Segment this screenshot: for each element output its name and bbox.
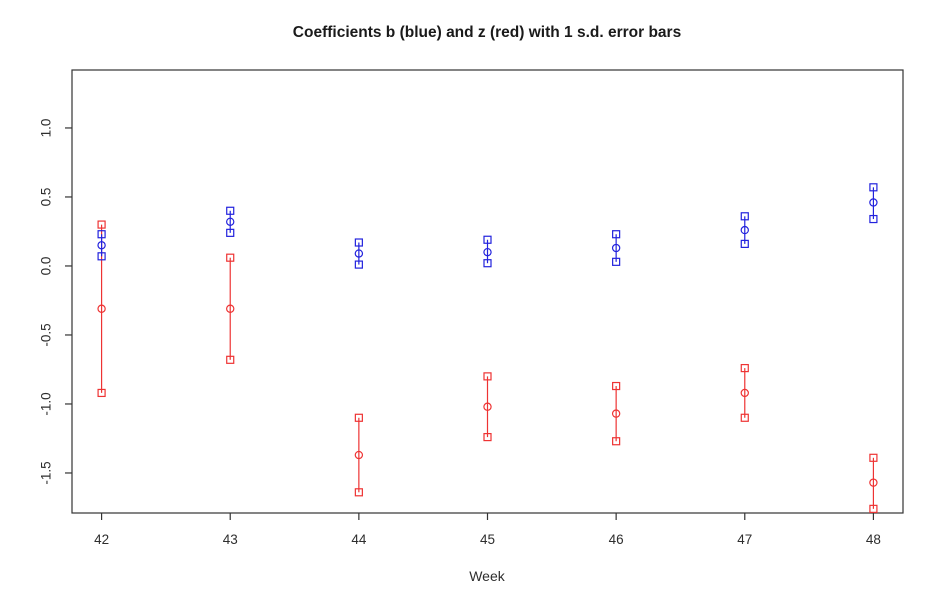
b-week-43-errorbar [226,206,235,237]
lower-sd-marker [354,488,363,497]
lower-sd-marker [612,257,621,266]
lower-sd-marker [354,260,363,269]
mean-marker [483,247,492,257]
upper-sd-marker [740,212,749,221]
y-axis-tick-label: 1.0 [39,119,54,138]
plot-border [71,69,904,514]
upper-sd-marker [97,230,106,239]
b-week-48-errorbar [869,183,878,224]
z-week-46-errorbar [611,381,621,446]
mean-marker [483,402,492,411]
upper-sd-marker [483,235,492,244]
y-axis-tick-label: -1.0 [39,392,54,415]
x-axis-tick-label: 47 [737,532,752,547]
b-week-47-errorbar [740,212,749,248]
mean-marker [740,388,749,398]
y-axis-tick-label: -1.5 [39,461,54,484]
x-axis-tick-label: 48 [866,532,881,547]
mean-marker [354,249,364,258]
chart-title: Coefficients b (blue) and z (red) with 1… [293,24,681,41]
x-axis-tick-label: 42 [94,532,109,547]
mean-marker [869,198,878,207]
mean-marker [226,304,235,313]
mean-marker [869,478,878,487]
upper-sd-marker [226,206,235,215]
upper-sd-marker [354,238,363,247]
lower-sd-marker [483,432,492,442]
z-week-47-errorbar [740,363,749,422]
upper-sd-marker [97,220,106,229]
x-axis-tick-label: 43 [223,532,238,547]
b-week-42-errorbar [97,230,106,261]
mean-marker [226,217,235,227]
lower-sd-marker [483,259,492,268]
mean-marker [611,243,621,253]
upper-sd-marker [740,363,749,373]
mean-marker [611,409,621,418]
upper-sd-marker [612,230,621,239]
lower-sd-marker [740,413,749,422]
b-week-46-errorbar [611,230,621,266]
x-axis-tick-label: 45 [480,532,495,547]
lower-sd-marker [612,437,621,446]
mean-marker [740,225,749,235]
lower-sd-marker [226,228,235,237]
z-week-43-errorbar [226,253,235,364]
z-week-45-errorbar [483,372,492,442]
z-week-48-errorbar [869,453,878,513]
upper-sd-marker [612,381,621,391]
upper-sd-marker [483,372,492,381]
lower-sd-marker [869,214,878,224]
lower-sd-marker [97,252,106,261]
upper-sd-marker [869,453,878,462]
x-axis-tick-label: 44 [351,532,367,547]
upper-sd-marker [226,253,235,262]
b-week-45-errorbar [483,235,492,268]
mean-marker [97,304,106,313]
y-axis-tick-label: -0.5 [39,323,54,346]
y-axis-tick-label: 0.5 [39,188,54,207]
axes: 1.0 0.5 0.0 -0.5 -1.0 -1.5 42 43 44 45 46 47 48 [39,119,881,547]
lower-sd-marker [869,504,878,513]
b-week-44-errorbar [354,238,364,269]
lower-sd-marker [226,355,235,364]
z-week-44-errorbar [354,413,364,497]
x-axis-title: Week [469,568,506,584]
mean-marker [97,241,106,250]
x-axis-tick-label: 46 [609,532,624,547]
upper-sd-marker [869,183,878,192]
series-layer [97,183,878,513]
y-axis-tick-label: 0.0 [39,257,54,276]
lower-sd-marker [740,239,749,248]
mean-marker [354,450,364,460]
lower-sd-marker [97,388,106,398]
upper-sd-marker [354,413,363,422]
